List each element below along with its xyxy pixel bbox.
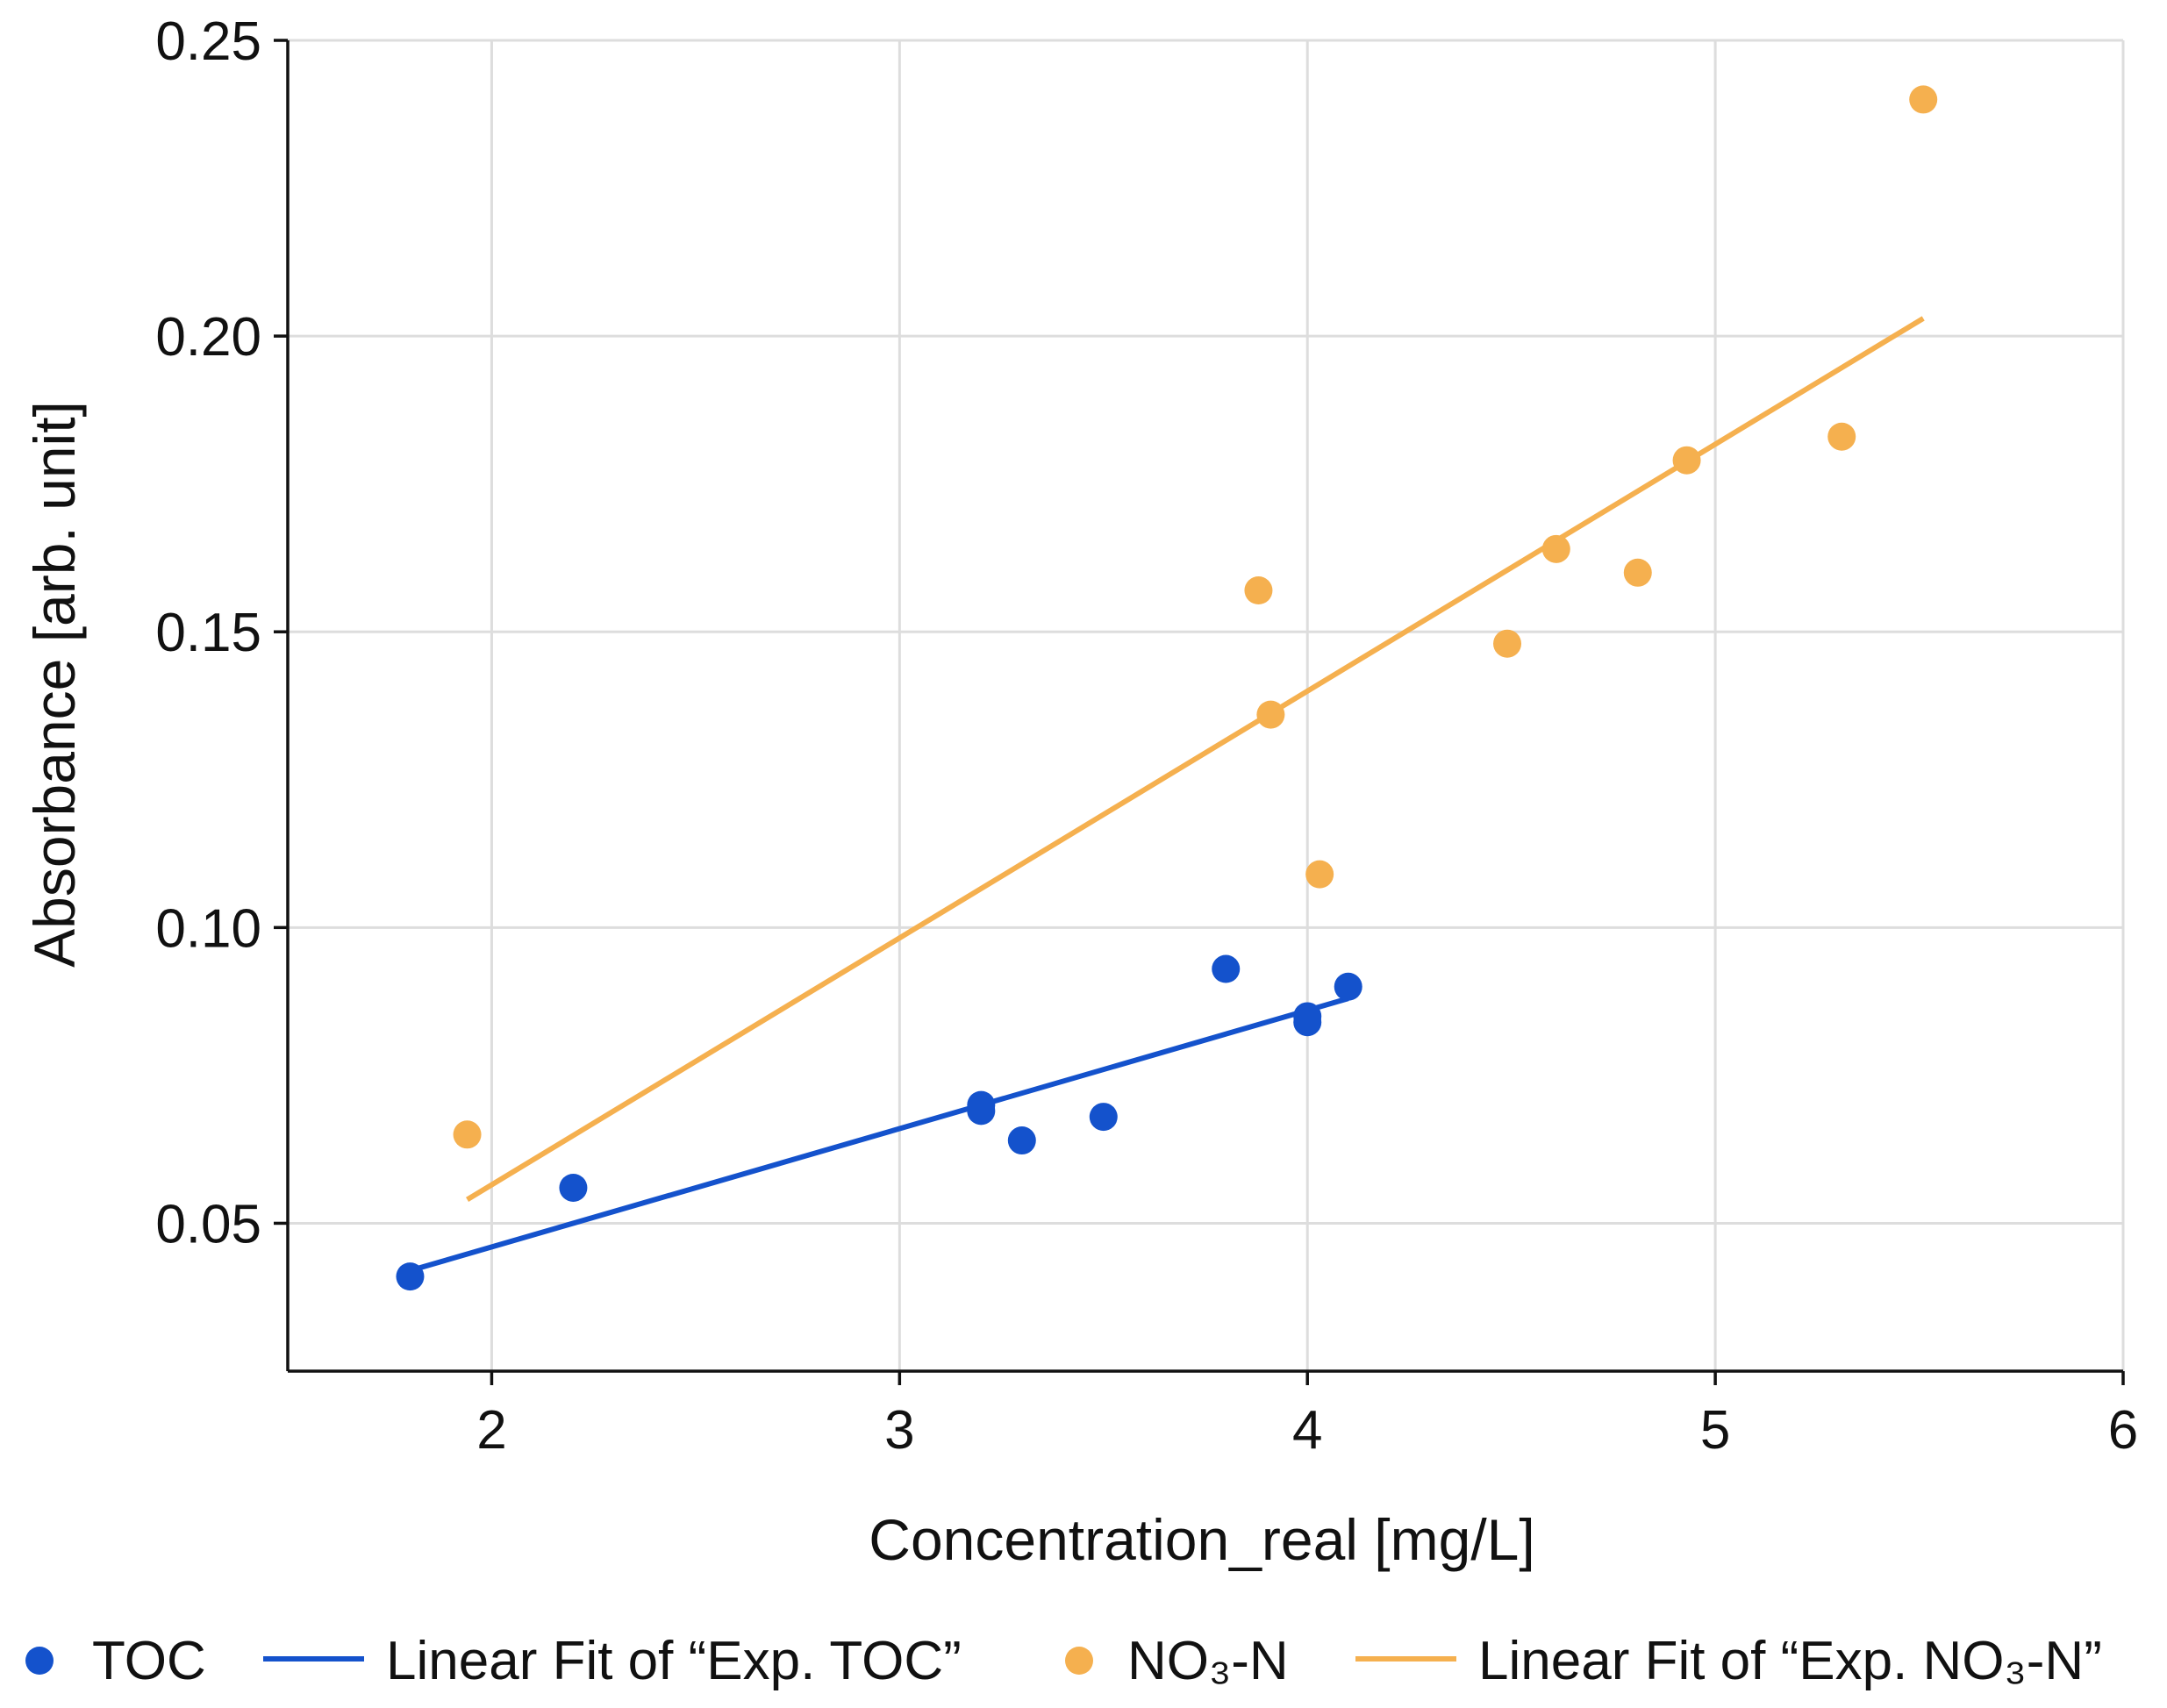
data-point-series-0-3 xyxy=(967,1097,996,1126)
legend-label-no3n-fit: Linear Fit of “Exp. NO₃-N” xyxy=(1478,1631,2102,1691)
data-point-series-2-4 xyxy=(1493,629,1522,658)
x-axis-title: Concentration_real [mg/L] xyxy=(869,1507,1534,1572)
fit-line-series-1 xyxy=(409,996,1349,1274)
y-tick-label-0.15: 0.15 xyxy=(155,603,261,663)
data-point-series-2-6 xyxy=(1623,558,1652,587)
grid-lines xyxy=(288,39,2125,1371)
y-tick-label-0.25: 0.25 xyxy=(155,11,261,72)
legend-label-toc-fit: Linear Fit of “Exp. TOC” xyxy=(386,1631,962,1691)
x-tick-label-3: 3 xyxy=(884,1400,914,1461)
data-point-series-2-2 xyxy=(1256,700,1285,729)
axes xyxy=(274,39,2125,1385)
legend-marker-no3n xyxy=(1065,1647,1093,1675)
data-point-series-0-1 xyxy=(559,1173,588,1202)
data-point-series-2-3 xyxy=(1305,860,1334,889)
y-axis-title: Absorbance [arb. unit] xyxy=(22,401,87,968)
x-tick-label-6: 6 xyxy=(2108,1400,2138,1461)
data-point-series-0-5 xyxy=(1089,1103,1118,1132)
tick-labels: 2 3 4 5 6 0.05 0.10 0.15 0.20 0.25 xyxy=(155,11,2138,1461)
data-point-series-2-9 xyxy=(1909,85,1938,114)
legend-label-toc: TOC xyxy=(92,1631,206,1691)
y-tick-label-0.05: 0.05 xyxy=(155,1194,261,1254)
data-point-series-2-5 xyxy=(1541,534,1570,563)
data-point-series-2-7 xyxy=(1672,446,1701,475)
legend-label-no3n: NO₃-N xyxy=(1127,1631,1289,1691)
data-point-series-0-4 xyxy=(1007,1126,1036,1155)
data-point-series-0-0 xyxy=(396,1262,425,1291)
y-tick-label-0.10: 0.10 xyxy=(155,898,261,959)
y-tick-label-0.20: 0.20 xyxy=(155,307,261,368)
x-tick-label-2: 2 xyxy=(476,1400,506,1461)
data-point-series-2-0 xyxy=(453,1120,482,1149)
data-points xyxy=(396,85,1938,1291)
fit-line-series-3 xyxy=(465,316,1925,1203)
data-point-series-0-6 xyxy=(1212,954,1241,983)
x-tick-label-4: 4 xyxy=(1292,1400,1322,1461)
legend: TOC Linear Fit of “Exp. TOC” NO₃-N Linea… xyxy=(25,1631,2102,1691)
data-point-series-0-8 xyxy=(1293,1008,1322,1037)
data-point-series-2-8 xyxy=(1827,422,1856,451)
x-tick-label-5: 5 xyxy=(1700,1400,1730,1461)
data-point-series-0-9 xyxy=(1334,972,1362,1001)
data-point-series-2-1 xyxy=(1244,576,1273,605)
legend-marker-toc xyxy=(25,1647,54,1675)
